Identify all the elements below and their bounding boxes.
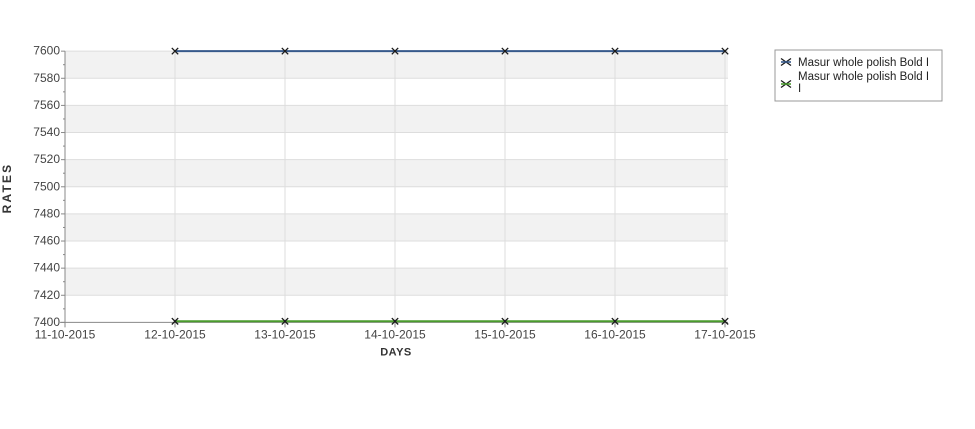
svg-text:Masur whole polish Bold I: Masur whole polish Bold I	[798, 71, 929, 83]
svg-text:7480: 7480	[33, 206, 60, 220]
svg-text:7520: 7520	[33, 152, 60, 166]
svg-text:11-10-2015: 11-10-2015	[35, 328, 96, 342]
svg-text:I: I	[798, 83, 801, 95]
svg-text:13-10-2015: 13-10-2015	[254, 328, 316, 342]
svg-text:Masur whole polish Bold I: Masur whole polish Bold I	[798, 57, 929, 69]
svg-text:RATES: RATES	[0, 163, 14, 214]
svg-text:7540: 7540	[33, 125, 60, 139]
svg-text:17-10-2015: 17-10-2015	[694, 328, 756, 342]
svg-text:DAYS: DAYS	[380, 347, 412, 359]
svg-text:7500: 7500	[33, 179, 60, 193]
svg-text:7440: 7440	[33, 261, 60, 275]
svg-text:7560: 7560	[33, 98, 60, 112]
svg-text:16-10-2015: 16-10-2015	[584, 328, 646, 342]
svg-text:7580: 7580	[33, 71, 60, 85]
svg-text:12-10-2015: 12-10-2015	[144, 328, 206, 342]
svg-text:7420: 7420	[33, 288, 60, 302]
svg-text:14-10-2015: 14-10-2015	[364, 328, 426, 342]
svg-text:7460: 7460	[33, 234, 60, 248]
svg-text:7600: 7600	[33, 44, 60, 58]
svg-text:15-10-2015: 15-10-2015	[474, 328, 536, 342]
